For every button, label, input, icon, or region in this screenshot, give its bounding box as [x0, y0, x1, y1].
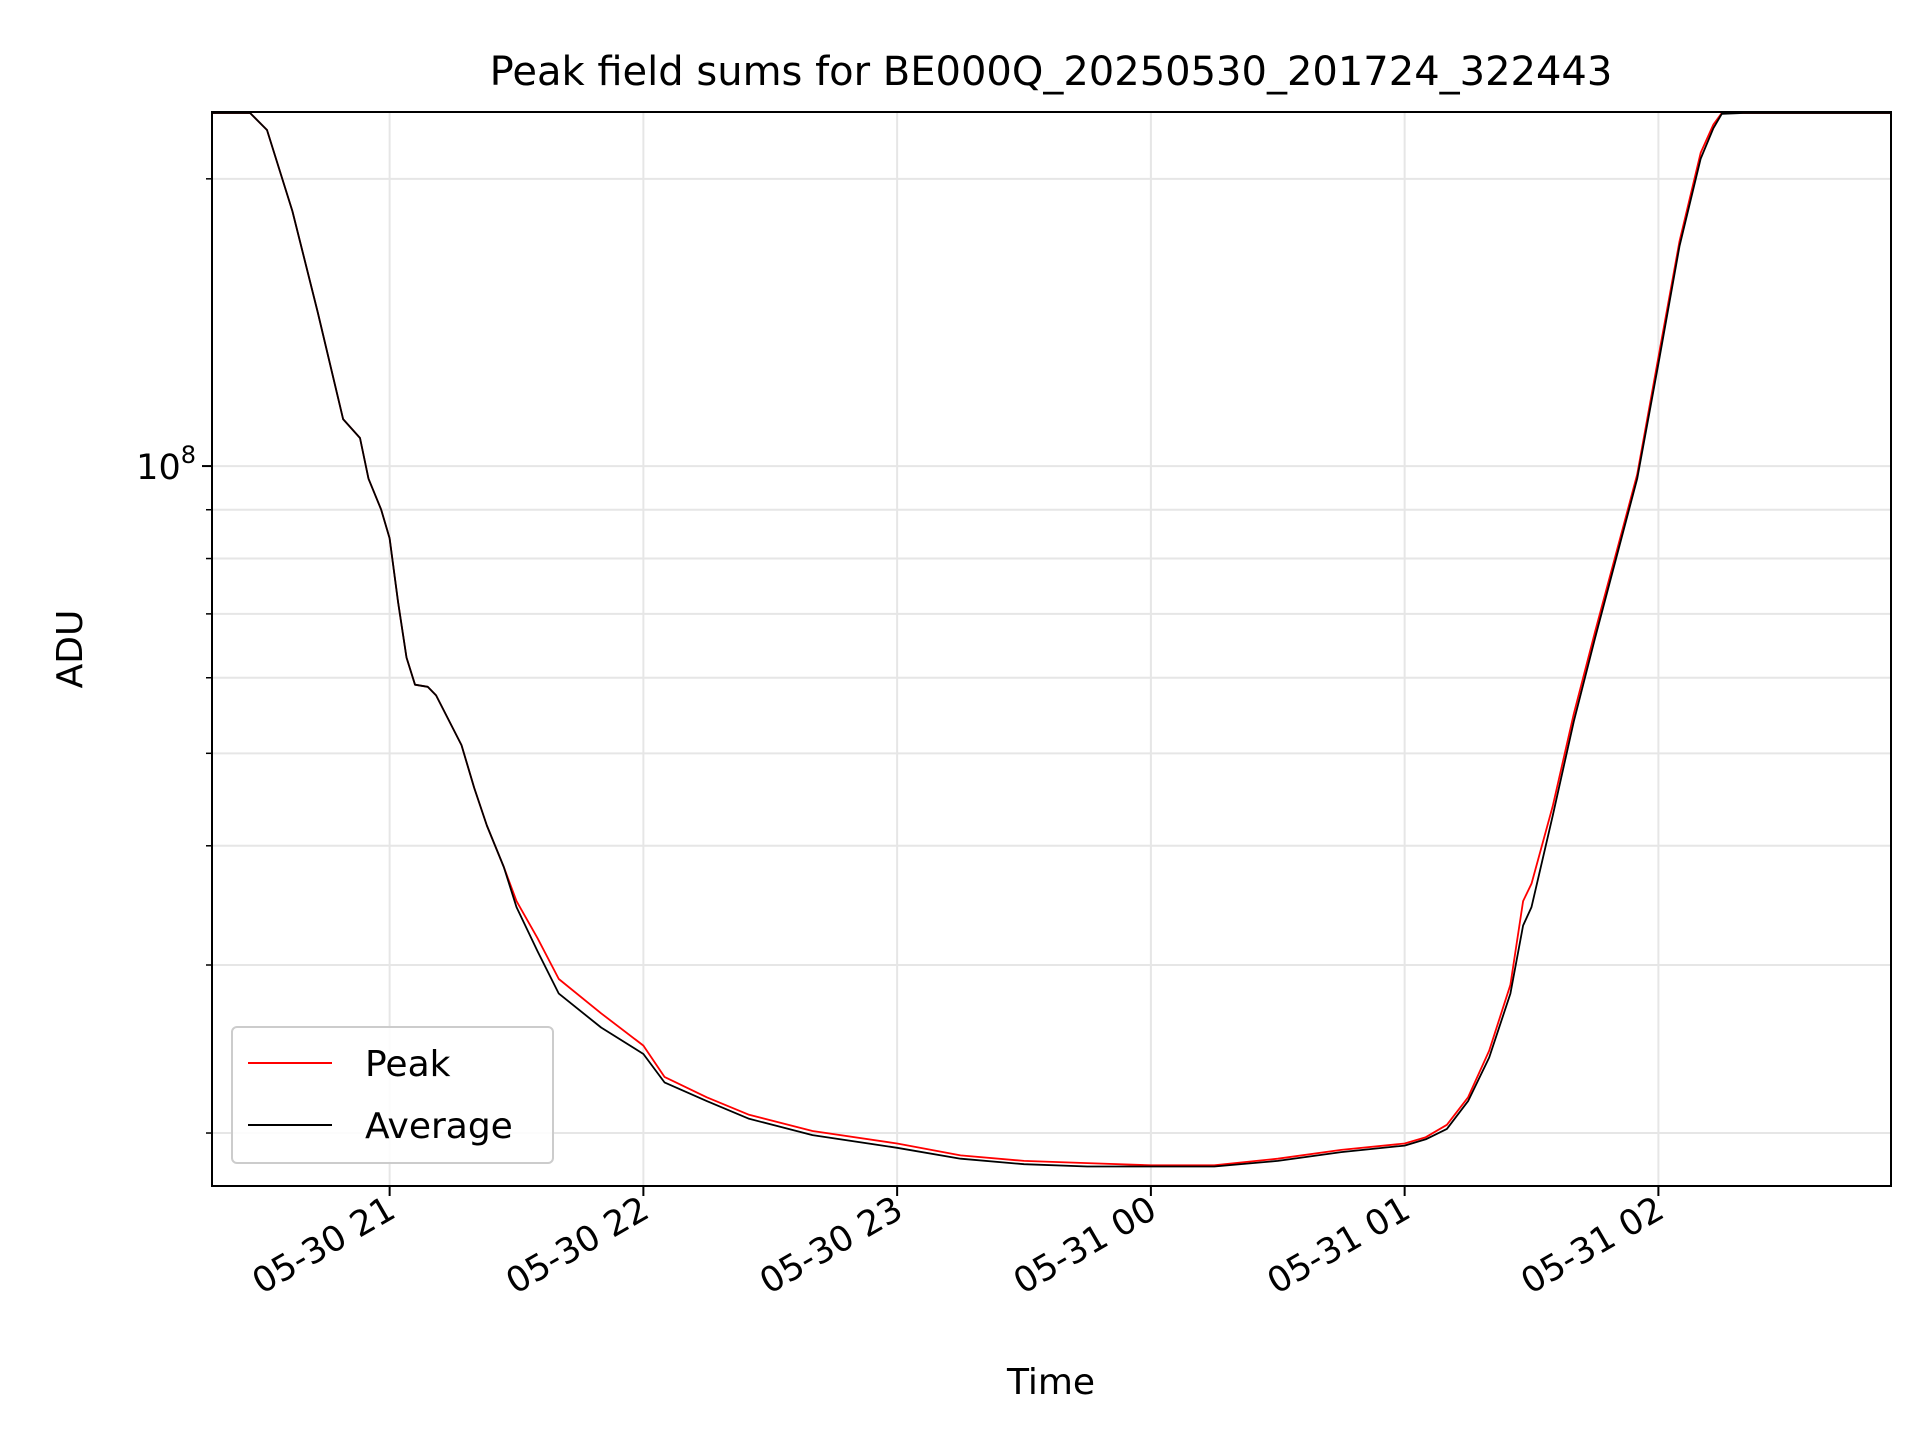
legend-label-average: Average [365, 1106, 513, 1147]
series-lines [212, 112, 1891, 1168]
legend: Peak Average [231, 1026, 554, 1164]
series-line-average [212, 112, 1891, 1168]
y-axis-ticks: 108 [136, 178, 212, 1134]
y-axis-label: ADU [50, 610, 91, 689]
x-axis-label: Time [1006, 1362, 1095, 1403]
legend-label-peak: Peak [365, 1044, 451, 1085]
y-tick-label-0: 108 [136, 441, 196, 488]
chart-title: Peak field sums for BE000Q_20250530_2017… [490, 49, 1613, 95]
plot-frame [211, 111, 1892, 1187]
legend-box [231, 1026, 554, 1164]
